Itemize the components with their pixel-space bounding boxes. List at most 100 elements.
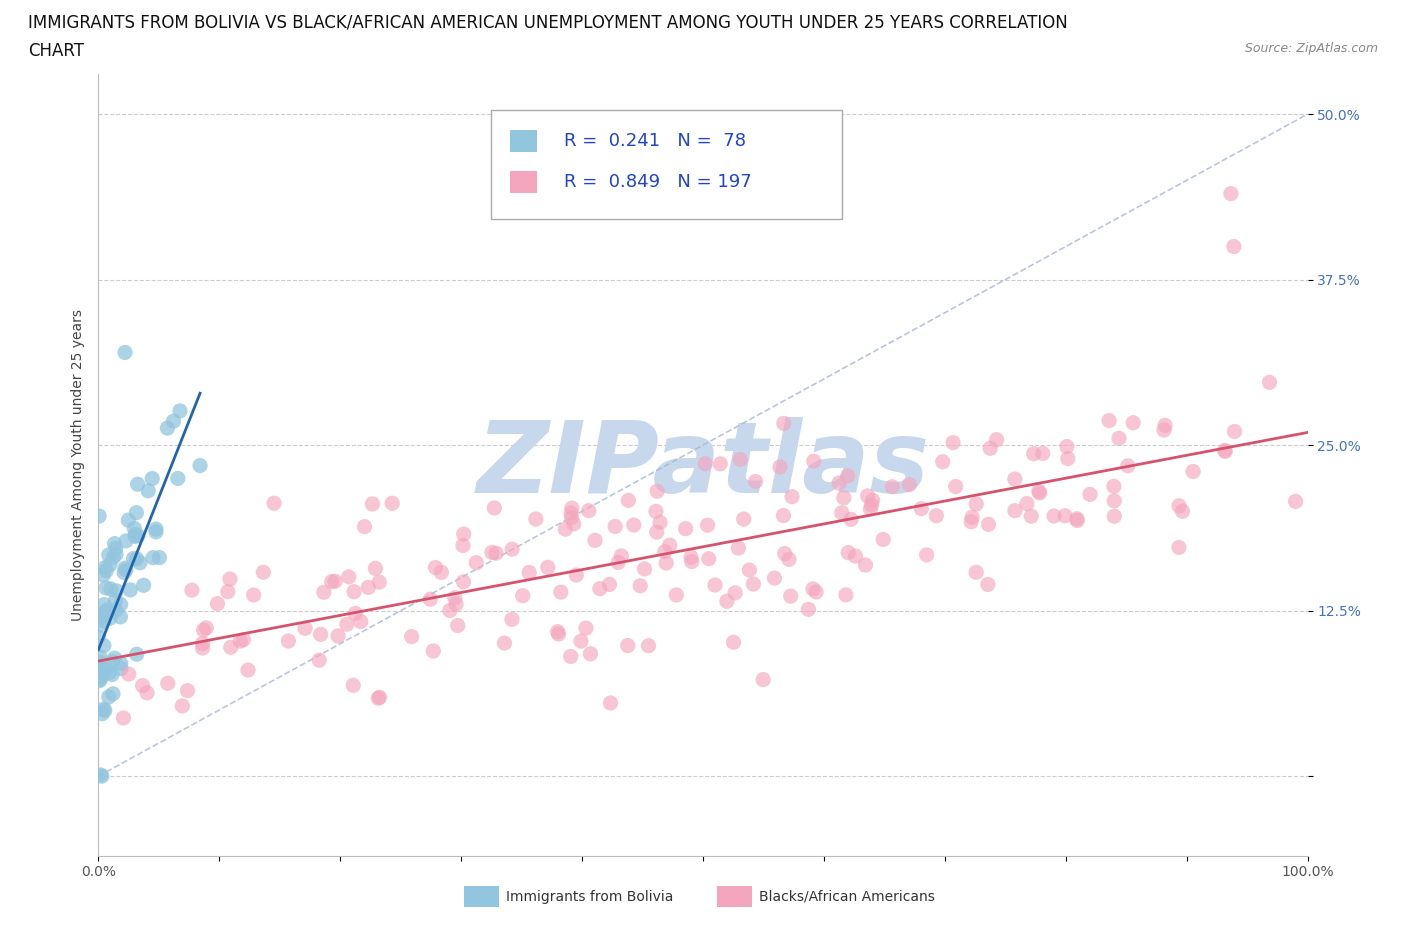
Point xyxy=(769,459,792,474)
Point xyxy=(453,526,475,541)
Point xyxy=(855,558,877,573)
Bar xyxy=(509,171,537,193)
Point xyxy=(232,632,254,647)
Point xyxy=(93,701,115,716)
Point xyxy=(451,538,474,553)
Point xyxy=(512,589,534,604)
Point xyxy=(696,518,718,533)
Point xyxy=(94,703,117,718)
Point xyxy=(862,493,884,508)
Point xyxy=(562,516,585,531)
Point xyxy=(803,454,825,469)
Point xyxy=(89,611,111,626)
Point xyxy=(96,564,118,578)
Point xyxy=(124,529,146,544)
Point xyxy=(977,577,1000,591)
Point xyxy=(444,597,467,612)
Point xyxy=(136,685,159,700)
Point xyxy=(965,497,987,512)
Point xyxy=(579,646,602,661)
Point xyxy=(118,667,141,682)
Point xyxy=(645,484,668,498)
Point xyxy=(583,533,606,548)
Point xyxy=(277,633,299,648)
Point xyxy=(724,585,747,600)
Point xyxy=(142,551,165,565)
Point xyxy=(124,521,146,536)
Point xyxy=(87,609,110,624)
Point xyxy=(977,517,1000,532)
Point xyxy=(430,565,453,579)
Point xyxy=(110,661,132,676)
Point xyxy=(561,500,583,515)
Point xyxy=(117,512,139,527)
Point xyxy=(831,505,853,520)
Point xyxy=(1108,431,1130,445)
Point xyxy=(695,457,717,472)
Point xyxy=(94,604,117,619)
Point xyxy=(242,588,264,603)
Point xyxy=(617,493,640,508)
Point xyxy=(336,617,359,631)
Point xyxy=(960,514,983,529)
Point xyxy=(1053,509,1076,524)
Point xyxy=(156,676,179,691)
Point xyxy=(136,484,159,498)
Point xyxy=(90,655,112,670)
Point xyxy=(752,672,775,687)
Point xyxy=(485,546,508,561)
Point xyxy=(105,547,128,562)
Point xyxy=(1213,443,1236,458)
Point xyxy=(91,706,114,721)
Point xyxy=(716,594,738,609)
Point xyxy=(772,508,794,523)
Point xyxy=(1284,494,1306,509)
Point xyxy=(104,593,127,608)
Point xyxy=(1004,503,1026,518)
Point xyxy=(321,574,343,589)
Point xyxy=(773,546,796,561)
Point xyxy=(439,603,461,618)
Text: ZIPatlas: ZIPatlas xyxy=(477,417,929,513)
Point xyxy=(110,597,132,612)
Point xyxy=(148,551,170,565)
Point xyxy=(368,575,391,590)
Point xyxy=(1102,479,1125,494)
Point xyxy=(730,452,752,467)
Text: R =  0.241   N =  78: R = 0.241 N = 78 xyxy=(564,132,747,150)
Point xyxy=(100,581,122,596)
Point xyxy=(780,489,803,504)
Point xyxy=(645,504,668,519)
Point xyxy=(195,620,218,635)
Point xyxy=(114,563,136,578)
Point xyxy=(860,498,883,512)
Point xyxy=(481,545,503,560)
Point xyxy=(1167,540,1189,555)
Point xyxy=(675,521,697,536)
Point xyxy=(97,689,120,704)
Point xyxy=(1213,444,1236,458)
Point xyxy=(91,668,114,683)
Point xyxy=(94,580,117,595)
Point xyxy=(98,557,121,572)
Point xyxy=(738,563,761,578)
Point xyxy=(1102,493,1125,508)
Point xyxy=(1153,422,1175,437)
Point xyxy=(87,618,110,633)
Point xyxy=(181,583,204,598)
Point xyxy=(623,518,645,533)
Point xyxy=(1168,498,1191,513)
Point xyxy=(554,522,576,537)
Point xyxy=(1028,484,1050,498)
Point xyxy=(342,678,364,693)
Point xyxy=(1019,509,1042,524)
Point xyxy=(1004,472,1026,486)
Point xyxy=(1122,416,1144,431)
Point xyxy=(1056,439,1078,454)
Point xyxy=(169,404,191,418)
Point xyxy=(778,551,800,566)
Point xyxy=(93,567,115,582)
Point xyxy=(236,662,259,677)
Point xyxy=(965,565,987,579)
Point xyxy=(882,479,904,494)
